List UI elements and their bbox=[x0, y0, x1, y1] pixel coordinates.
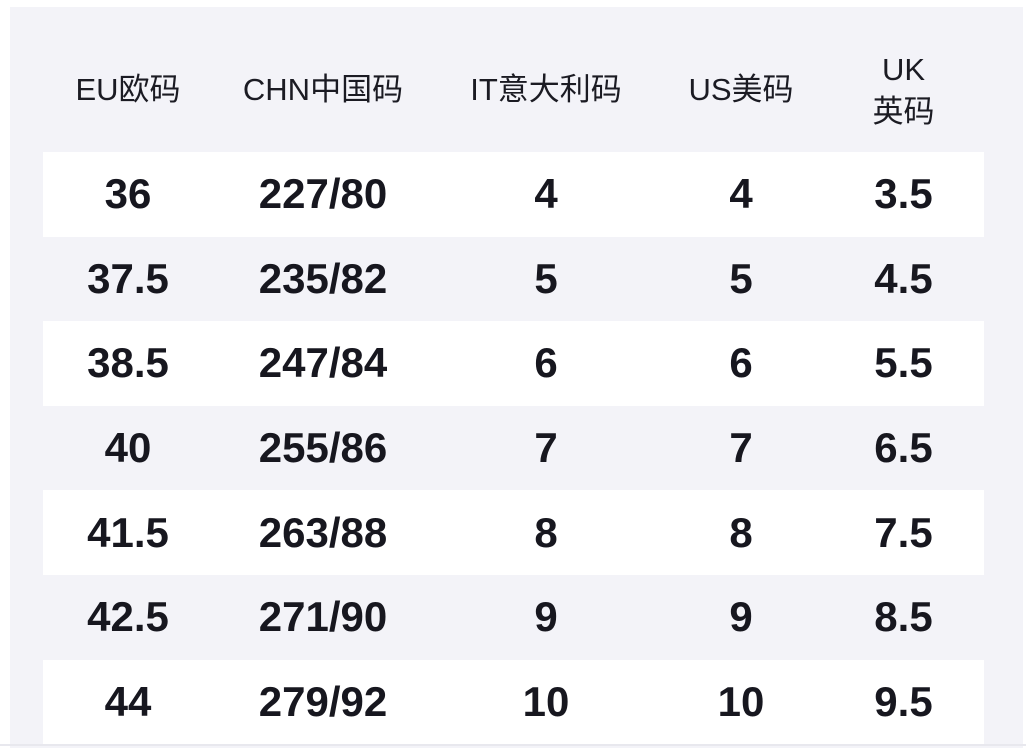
cell-eu: 42.5 bbox=[87, 593, 169, 641]
cell-uk: 8.5 bbox=[874, 593, 933, 641]
column-header-uk-label: UK英码 bbox=[872, 51, 935, 129]
cell-eu: 44 bbox=[104, 677, 152, 725]
cell-uk: 4.5 bbox=[874, 254, 933, 302]
column-header-it: IT意大利码 bbox=[470, 72, 622, 108]
table-row: 37.5 235/82 5 5 4.5 bbox=[43, 237, 984, 322]
cell-eu: 41.5 bbox=[87, 508, 169, 556]
cell-us: 9 bbox=[729, 593, 753, 641]
cell-us: 8 bbox=[729, 508, 753, 556]
cell-us: 10 bbox=[717, 677, 765, 725]
cell-eu: 38.5 bbox=[87, 339, 169, 387]
cell-uk: 5.5 bbox=[874, 339, 933, 387]
cell-eu: 36 bbox=[104, 170, 152, 218]
cell-uk: 7.5 bbox=[874, 508, 933, 556]
cell-us: 7 bbox=[729, 424, 753, 472]
size-chart-panel: EU欧码 CHN中国码 IT意大利码 US美码 UK英码 36 227/80 4… bbox=[10, 7, 1023, 748]
bottom-divider-line bbox=[0, 744, 1026, 746]
table-row: 36 227/80 4 4 3.5 bbox=[43, 152, 984, 237]
cell-it: 10 bbox=[522, 677, 570, 725]
cell-uk: 6.5 bbox=[874, 424, 933, 472]
table-row: 38.5 247/84 6 6 5.5 bbox=[43, 321, 984, 406]
cell-it: 6 bbox=[534, 339, 558, 387]
cell-chn: 263/88 bbox=[258, 508, 388, 556]
cell-it: 5 bbox=[534, 254, 558, 302]
table-row: 40 255/86 7 7 6.5 bbox=[43, 406, 984, 491]
cell-chn: 247/84 bbox=[258, 339, 388, 387]
cell-it: 9 bbox=[534, 593, 558, 641]
cell-us: 4 bbox=[729, 170, 753, 218]
cell-chn: 271/90 bbox=[258, 593, 388, 641]
cell-it: 8 bbox=[534, 508, 558, 556]
size-conversion-table: EU欧码 CHN中国码 IT意大利码 US美码 UK英码 36 227/80 4… bbox=[43, 7, 984, 745]
size-chart-table-wrap: EU欧码 CHN中国码 IT意大利码 US美码 UK英码 36 227/80 4… bbox=[43, 7, 984, 745]
cell-chn: 227/80 bbox=[258, 170, 388, 218]
cell-eu: 40 bbox=[104, 424, 152, 472]
cell-eu: 37.5 bbox=[87, 254, 169, 302]
cell-us: 5 bbox=[729, 254, 753, 302]
column-header-eu: EU欧码 bbox=[75, 72, 181, 108]
column-header-chn: CHN中国码 bbox=[242, 72, 404, 108]
cell-chn: 235/82 bbox=[258, 254, 388, 302]
cell-us: 6 bbox=[729, 339, 753, 387]
column-header-us: US美码 bbox=[688, 72, 794, 108]
table-row: 44 279/92 10 10 9.5 bbox=[43, 659, 984, 745]
cell-uk: 9.5 bbox=[874, 677, 933, 725]
header-row: EU欧码 CHN中国码 IT意大利码 US美码 UK英码 bbox=[43, 7, 984, 152]
cell-uk: 3.5 bbox=[874, 170, 933, 218]
cell-chn: 279/92 bbox=[258, 677, 388, 725]
table-header: EU欧码 CHN中国码 IT意大利码 US美码 UK英码 bbox=[43, 7, 984, 152]
cell-chn: 255/86 bbox=[258, 424, 388, 472]
cell-it: 4 bbox=[534, 170, 558, 218]
table-body: 36 227/80 4 4 3.5 37.5 235/82 5 5 4.5 38… bbox=[43, 152, 984, 745]
cell-it: 7 bbox=[534, 424, 558, 472]
column-header-uk: UK英码 bbox=[823, 7, 984, 152]
table-row: 42.5 271/90 9 9 8.5 bbox=[43, 575, 984, 660]
table-row: 41.5 263/88 8 8 7.5 bbox=[43, 490, 984, 575]
